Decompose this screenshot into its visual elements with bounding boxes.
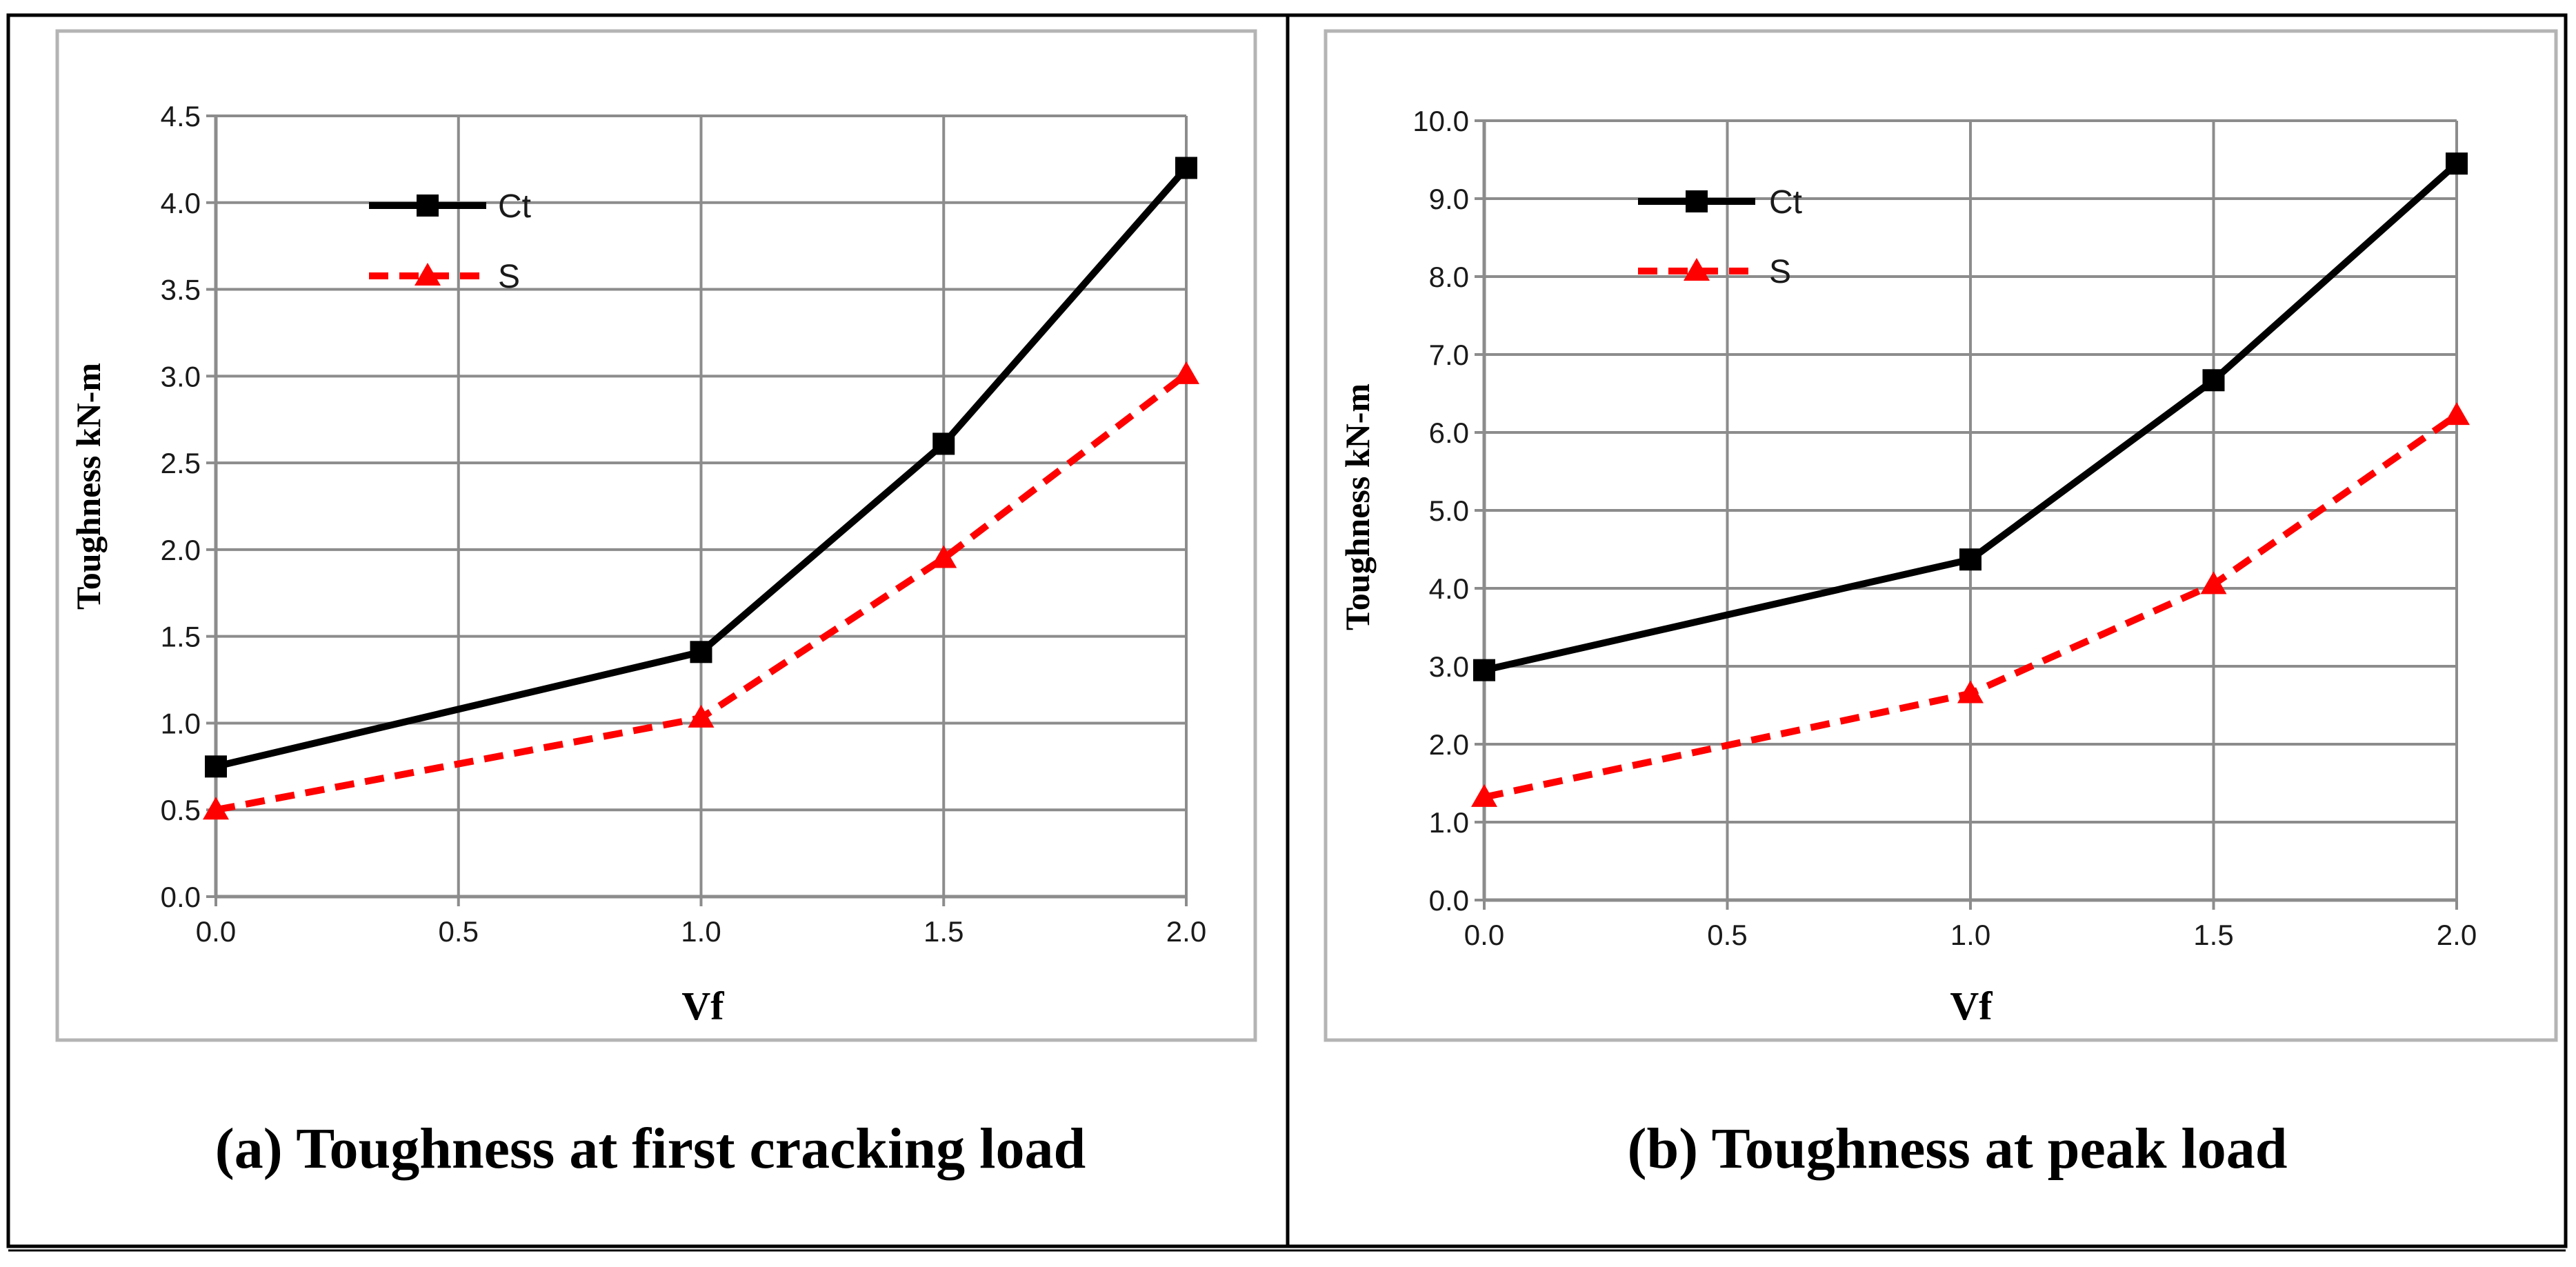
x-tick-label: 0.0 (196, 915, 236, 948)
y-tick-label: 8.0 (1429, 261, 1469, 293)
y-tick-label: 2.0 (161, 534, 201, 566)
y-tick-label: 1.5 (161, 621, 201, 653)
y-tick-label: 10.0 (1412, 105, 1469, 137)
y-axis-title-a: Toughness kN-m (69, 363, 108, 610)
x-tick-label: 1.0 (681, 915, 721, 948)
y-tick-label: 6.0 (1429, 417, 1469, 449)
series-line-s (1483, 412, 2459, 801)
y-tick-label: 9.0 (1429, 183, 1469, 215)
chart-area-border-a (55, 29, 1257, 1042)
axes-a: 0.0 0.5 1.0 1.5 2.0 2.5 3.0 3.5 4.0 4.5 0.0 0.5 1.0 1… (161, 100, 1207, 948)
legend-label-s: S (498, 259, 520, 295)
chart-panel-a: 0.0 0.5 1.0 1.5 2.0 2.5 3.0 3.5 4.0 4.5 0.0 0.5 1.0 1… (55, 29, 1257, 1181)
data-point-ct (205, 755, 227, 778)
data-point-ct (2446, 152, 2468, 175)
data-point-s (1173, 361, 1199, 384)
series-line-s (215, 371, 1189, 814)
series-line-ct (214, 166, 1189, 770)
legend-label-ct: Ct (498, 188, 531, 225)
series-group-a (203, 157, 1199, 820)
x-tick-label: 2.0 (2437, 919, 2477, 951)
y-tick-label: 0.0 (161, 881, 201, 913)
data-point-s (1471, 784, 1497, 807)
x-tick-label: 0.0 (1464, 919, 1504, 951)
data-point-s (1957, 680, 1984, 704)
y-tick-label: 1.0 (161, 707, 201, 739)
x-tick-label: 0.5 (1707, 919, 1747, 951)
legend-label-s: S (1769, 254, 1791, 290)
caption-a: (a) Toughness at first cracking load (215, 1117, 1086, 1181)
caption-b: (b) Toughness at peak load (1627, 1117, 2287, 1181)
data-point-s (930, 545, 957, 568)
y-tick-label: 0.5 (161, 794, 201, 826)
y-tick-label: 1.0 (1429, 806, 1469, 839)
y-axis-title-b: Toughness kN-m (1338, 383, 1377, 630)
data-point-ct (1473, 659, 1495, 681)
y-tick-label: 5.0 (1429, 495, 1469, 527)
x-tick-label: 1.5 (2193, 919, 2233, 951)
legend-marker-ct (417, 194, 439, 217)
y-tick-label: 0.0 (1429, 884, 1469, 917)
data-point-s (2200, 571, 2227, 595)
data-point-s (2444, 402, 2470, 426)
x-axis-title-b: Vf (1950, 984, 1993, 1028)
x-tick-label: 2.0 (1166, 915, 1206, 948)
data-point-ct (1175, 157, 1197, 179)
gridlines-b (1484, 119, 2458, 900)
legend-marker-s (1684, 258, 1710, 281)
y-tick-label: 4.0 (161, 187, 201, 219)
chart-panel-b: 0.0 1.0 2.0 3.0 4.0 5.0 6.0 7.0 8.0 9.0 10.0 0.0 0.5… (1324, 29, 2558, 1181)
y-tick-label: 2.0 (1429, 728, 1469, 761)
axes-b: 0.0 1.0 2.0 3.0 4.0 5.0 6.0 7.0 8.0 9.0 10.0 0.0 0.5… (1412, 105, 2477, 951)
y-tick-label: 3.0 (161, 360, 201, 392)
data-point-ct (932, 432, 955, 455)
legend-b: Ct S (1638, 184, 1802, 290)
x-tick-label: 1.0 (1950, 919, 1990, 951)
y-tick-label: 4.5 (161, 100, 201, 132)
data-point-s (688, 704, 715, 728)
series-line-ct (1483, 161, 2459, 674)
legend-label-ct: Ct (1769, 184, 1802, 221)
data-point-ct (2202, 369, 2225, 392)
legend-marker-s (415, 263, 441, 286)
data-point-ct (690, 641, 712, 664)
chart-area-border-b (1324, 29, 2558, 1042)
legend-a: Ct S (369, 188, 531, 295)
x-axis-title-a: Vf (681, 984, 724, 1028)
legend-marker-ct (1686, 190, 1708, 212)
y-tick-label: 7.0 (1429, 339, 1469, 371)
y-tick-label: 3.5 (161, 274, 201, 306)
series-group-b (1471, 152, 2470, 807)
y-tick-label: 4.0 (1429, 572, 1469, 605)
data-point-s (203, 797, 229, 820)
y-tick-label: 3.0 (1429, 650, 1469, 683)
data-point-ct (1959, 548, 1981, 571)
x-tick-label: 0.5 (439, 915, 479, 948)
x-tick-label: 1.5 (923, 915, 963, 948)
y-tick-label: 2.5 (161, 447, 201, 479)
